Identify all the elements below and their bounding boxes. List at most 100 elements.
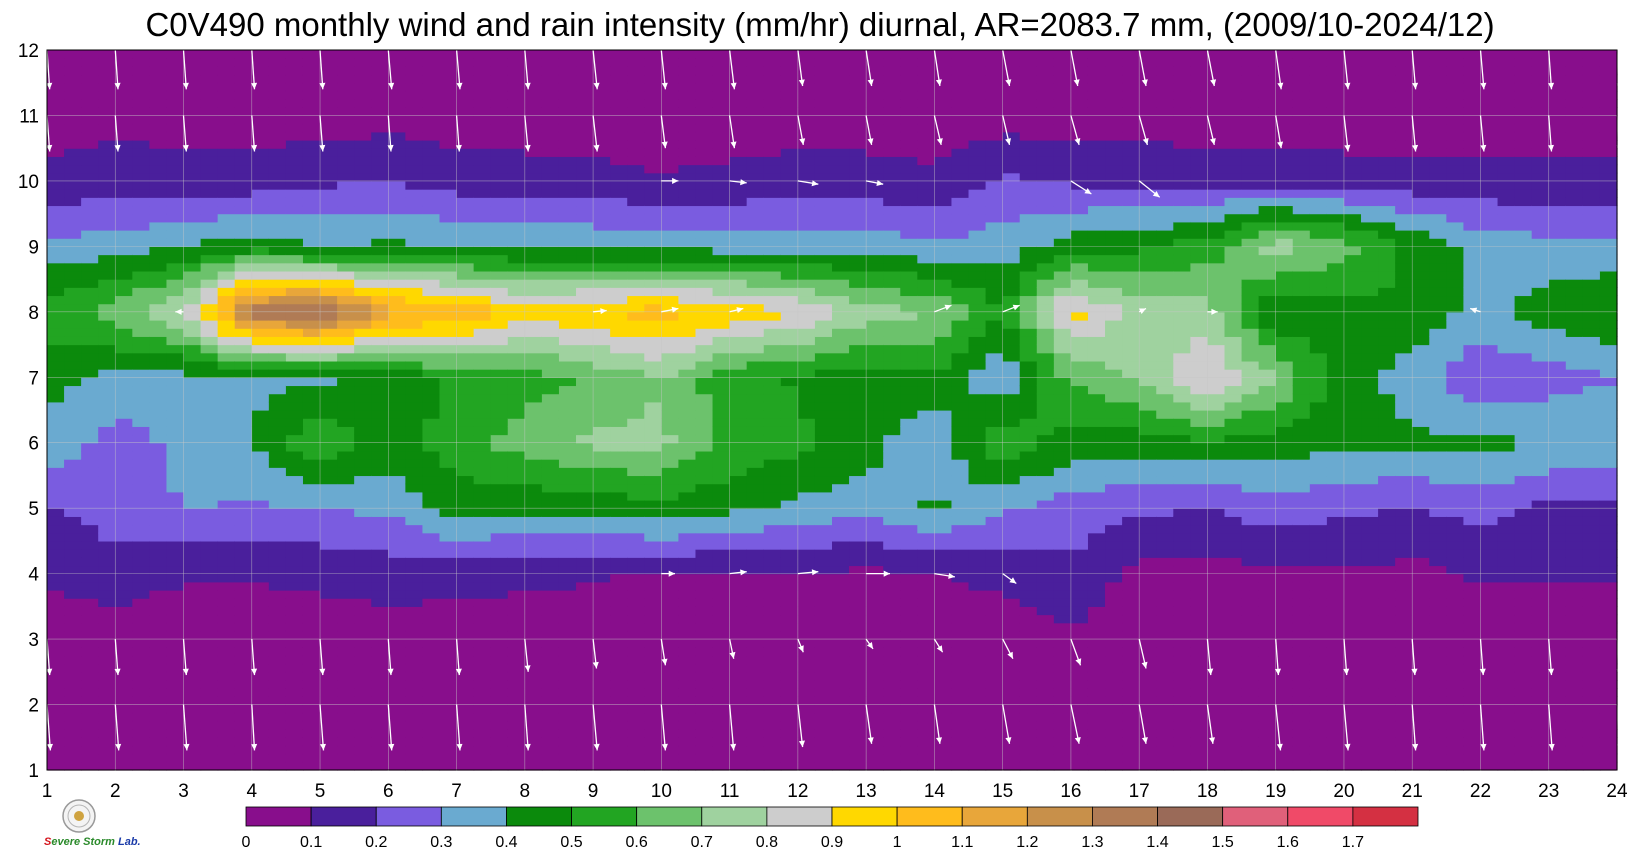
rain-cell: [866, 82, 884, 92]
rain-cell: [302, 213, 321, 223]
rain-cell: [388, 688, 406, 697]
rain-cell: [234, 508, 253, 517]
rain-cell: [388, 483, 406, 493]
rain-cell: [900, 581, 918, 591]
rain-cell: [644, 467, 662, 477]
rain-cell: [814, 213, 833, 223]
rain-cell: [234, 491, 253, 501]
rain-cell: [132, 148, 150, 157]
rain-cell: [576, 107, 594, 117]
rain-cell: [832, 590, 850, 599]
rain-cell: [832, 270, 850, 280]
rain-cell: [951, 393, 970, 403]
rain-cell: [456, 369, 475, 378]
rain-cell: [473, 475, 492, 485]
rain-cell: [883, 50, 901, 59]
rain-cell: [388, 516, 406, 526]
rain-cell: [558, 704, 577, 714]
rain-cell: [780, 655, 799, 665]
rain-cell: [610, 205, 628, 215]
rain-cell: [371, 630, 389, 640]
rain-cell: [371, 189, 389, 198]
rain-cell: [302, 254, 321, 264]
rain-cell: [456, 360, 475, 370]
rain-cell: [456, 524, 475, 534]
rain-cell: [132, 295, 150, 305]
rain-cell: [320, 385, 338, 395]
rain-cell: [217, 172, 236, 182]
rain-cell: [968, 696, 987, 706]
rain-cell: [866, 720, 884, 730]
rain-cell: [627, 622, 645, 632]
rain-cell: [320, 712, 338, 722]
rain-cell: [217, 720, 236, 730]
rain-cell: [985, 197, 1004, 207]
rain-cell: [576, 344, 594, 354]
rain-cell: [832, 557, 850, 567]
rain-cell: [883, 90, 901, 100]
rain-cell: [439, 426, 458, 436]
rain-cell: [439, 336, 458, 346]
rain-cell: [729, 287, 748, 297]
rain-cell: [439, 614, 458, 624]
rain-cell: [354, 753, 372, 763]
rain-cell: [576, 442, 594, 452]
rain-cell: [968, 483, 987, 493]
rain-cell: [285, 532, 304, 542]
rain-cell: [780, 164, 799, 174]
rain-cell: [473, 123, 492, 133]
rain-cell: [388, 540, 406, 550]
rain-cell: [934, 99, 953, 108]
rain-cell: [47, 712, 65, 722]
rain-cell: [593, 483, 611, 493]
rain-cell: [354, 344, 372, 354]
rain-cell: [166, 410, 185, 419]
rain-cell: [268, 622, 287, 632]
rain-cell: [200, 99, 219, 108]
rain-cell: [47, 647, 65, 657]
rain-cell: [661, 213, 680, 223]
rain-cell: [47, 442, 65, 452]
rain-cell: [763, 115, 782, 125]
rain-cell: [388, 630, 406, 640]
rain-cell: [166, 720, 185, 730]
rain-cell: [729, 369, 748, 378]
rain-cell: [354, 581, 372, 591]
rain-cell: [132, 745, 150, 755]
rain-cell: [217, 320, 236, 329]
rain-cell: [149, 115, 168, 125]
rain-cell: [149, 66, 168, 76]
rain-cell: [166, 66, 185, 76]
rain-cell: [917, 140, 935, 149]
rain-cell: [302, 671, 321, 681]
rain-cell: [98, 90, 116, 100]
rain-cell: [849, 311, 867, 321]
rain-cell: [541, 647, 560, 657]
rain-cell: [985, 295, 1004, 305]
rain-cell: [524, 156, 543, 166]
rain-cell: [81, 311, 99, 321]
rain-cell: [951, 385, 970, 395]
rain-cell: [183, 704, 202, 714]
rain-cell: [268, 311, 287, 321]
rain-cell: [951, 74, 970, 84]
rain-cell: [814, 82, 833, 92]
rain-cell: [695, 238, 714, 247]
rain-cell: [507, 107, 526, 117]
rain-cell: [217, 58, 236, 67]
rain-cell: [678, 123, 697, 133]
rain-cell: [832, 761, 850, 771]
rain-cell: [456, 254, 475, 264]
rain-cell: [951, 573, 970, 583]
rain-cell: [166, 459, 185, 468]
rain-cell: [320, 352, 338, 362]
rain-cell: [627, 696, 645, 706]
rain-cell: [814, 508, 833, 517]
rain-cell: [439, 148, 458, 157]
rain-cell: [200, 287, 219, 297]
rain-cell: [610, 540, 628, 550]
rain-cell: [166, 287, 185, 297]
rain-cell: [302, 557, 321, 567]
rain-cell: [524, 712, 543, 722]
rain-cell: [951, 123, 970, 133]
